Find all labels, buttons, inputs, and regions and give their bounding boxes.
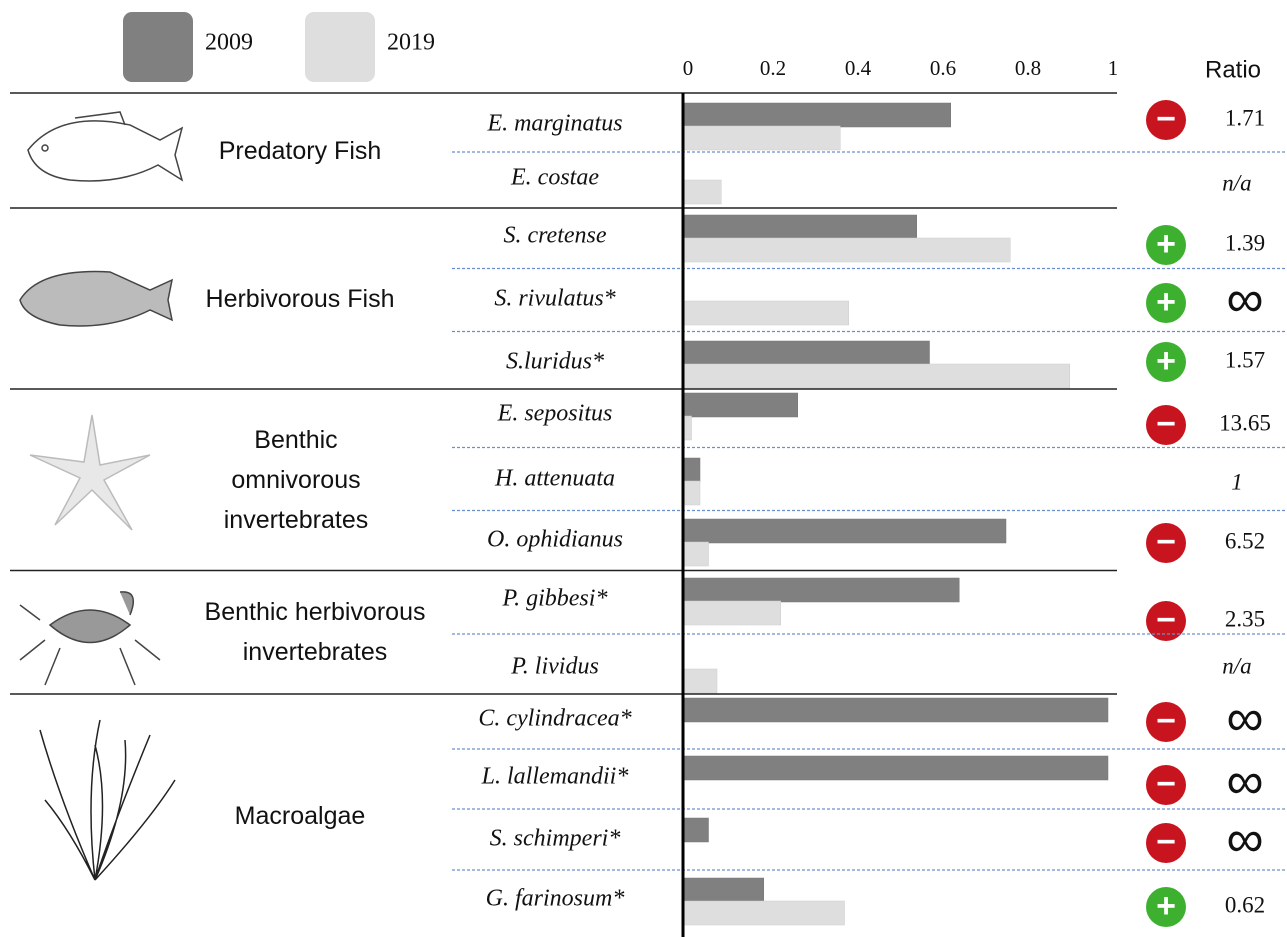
ratio-label: ∞ (1226, 811, 1263, 869)
group-label: Benthic herbivorous invertebrates (170, 571, 460, 695)
species-label: S. cretense (503, 223, 606, 249)
fish-drawing (28, 112, 182, 181)
bar (683, 578, 959, 602)
seaweed-drawing (40, 720, 175, 880)
bar (683, 542, 709, 566)
sign-symbol: − (1156, 823, 1176, 861)
sign-symbol: − (1156, 702, 1176, 740)
species-label: C. cylindracea* (478, 706, 631, 732)
sign-symbol: − (1156, 100, 1176, 138)
ratio-label: ∞ (1226, 271, 1263, 329)
bar (683, 756, 1108, 780)
bar (683, 238, 1010, 262)
bar (683, 519, 1006, 543)
species-label: E. costae (510, 165, 599, 191)
species-label: O. ophidianus (487, 527, 623, 553)
bar (683, 878, 764, 902)
ratio-label: 13.65 (1219, 410, 1271, 435)
species-label: S. schimperi* (490, 826, 621, 852)
bar (683, 818, 709, 842)
ratio-label: ∞ (1226, 690, 1263, 748)
group-label: Benthic omnivorous invertebrates (196, 389, 396, 571)
species-label: S. rivulatus* (494, 286, 615, 312)
x-tick-label: 0.2 (760, 56, 786, 80)
bar (683, 601, 781, 625)
ratio-label: 1.71 (1225, 105, 1265, 130)
ratio-label: 2.35 (1225, 606, 1265, 631)
ratio-label: 1.57 (1225, 347, 1265, 372)
bar (683, 180, 721, 204)
bar (683, 364, 1070, 388)
group-label: Macroalgae (160, 694, 440, 937)
species-label: P. lividus (510, 654, 599, 680)
species-label: L. lallemandii* (481, 764, 629, 790)
group-label: Predatory Fish (160, 93, 440, 208)
ratio-label: n/a (1222, 653, 1251, 678)
ratio-label: 1.39 (1225, 230, 1265, 255)
illustrations (20, 112, 182, 880)
ratio-label: n/a (1222, 170, 1251, 195)
fish-drawing (20, 272, 172, 326)
species-label: S.luridus* (506, 349, 604, 375)
starfish-drawing (30, 415, 150, 530)
sign-symbol: + (1156, 342, 1176, 380)
species-label: H. attenuata (494, 466, 615, 492)
bar (683, 698, 1108, 722)
bar (683, 341, 930, 365)
x-tick-label: 0.4 (845, 56, 872, 80)
sign-symbol: − (1156, 405, 1176, 443)
x-tick-label: 0 (683, 56, 694, 80)
bar (683, 393, 798, 417)
ratio-label: 6.52 (1225, 528, 1265, 553)
fish-eye (42, 145, 48, 151)
species-label: P. gibbesi* (502, 586, 608, 612)
sign-symbol: − (1156, 601, 1176, 639)
species-label: E. marginatus (486, 111, 622, 137)
sign-symbol: − (1156, 765, 1176, 803)
ratio-label: 1 (1231, 469, 1243, 494)
sign-symbol: + (1156, 887, 1176, 925)
legend-swatch (305, 12, 375, 82)
x-tick-label: 1 (1108, 56, 1119, 80)
group-label: Herbivorous Fish (160, 208, 440, 389)
species-label: E. sepositus (497, 401, 613, 427)
species-label: G. farinosum* (486, 886, 625, 912)
bar (683, 481, 700, 505)
bar (683, 458, 700, 482)
bar (683, 103, 951, 127)
sign-symbol: + (1156, 283, 1176, 321)
x-tick-label: 0.6 (930, 56, 956, 80)
ratio-label: 0.62 (1225, 892, 1265, 917)
legend-swatch (123, 12, 193, 82)
sign-symbol: + (1156, 225, 1176, 263)
ratio-label: ∞ (1226, 753, 1263, 811)
legend-label: 2019 (387, 30, 435, 56)
bar (683, 301, 849, 325)
ratio-header: Ratio (1205, 56, 1261, 83)
crab-drawing (20, 592, 160, 685)
x-tick-label: 0.8 (1015, 56, 1041, 80)
legend-label: 2009 (205, 30, 253, 56)
sign-symbol: − (1156, 523, 1176, 561)
bar (683, 126, 840, 150)
bar (683, 669, 717, 693)
bar (683, 901, 845, 925)
page: {"chart_data": {"type": "bar", "orientat… (0, 0, 1287, 937)
bar (683, 215, 917, 239)
